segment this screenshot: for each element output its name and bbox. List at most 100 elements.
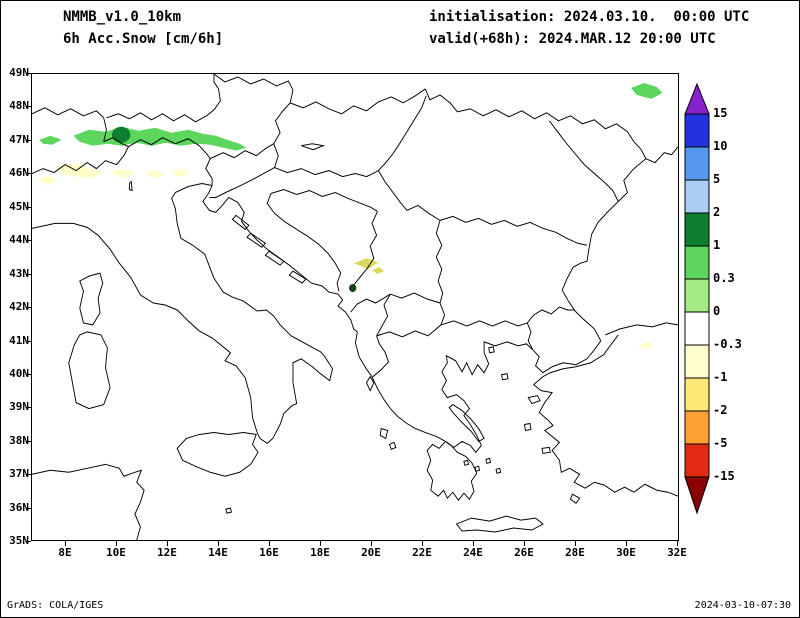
lat-tick-label: 35N (9, 534, 29, 547)
border-serbia-bulgaria (435, 220, 444, 304)
lat-tick-mark (26, 106, 31, 107)
colorbar-label: 5 (713, 172, 721, 186)
island-euboea (448, 403, 485, 443)
colorbar-label: -15 (713, 469, 735, 483)
map-frame (31, 73, 679, 541)
trace-patch-nw-turkey (638, 341, 654, 350)
island-cyclades-4 (495, 467, 502, 474)
colorbar-label: 15 (713, 106, 728, 120)
lon-tick-label: 24E (463, 546, 483, 559)
trace-patch-south-alps-3 (144, 169, 166, 179)
trace-patch-south-alps-2 (109, 168, 135, 179)
island-dalmatia-1 (231, 214, 250, 230)
island-dalmatia-4 (288, 270, 307, 284)
lat-tick-mark (26, 307, 31, 308)
colorbar-label: 0.3 (713, 271, 735, 285)
lat-tick-mark (26, 207, 31, 208)
colorbar-label: 2 (713, 205, 721, 219)
snow-patch-alps-band (73, 126, 247, 151)
colorbar-label: 1 (713, 238, 721, 252)
lat-tick-mark (26, 508, 31, 509)
island-kefalonia (379, 427, 389, 440)
lon-tick-mark (320, 541, 321, 546)
lat-tick-label: 41N (9, 334, 29, 347)
lat-tick-mark (26, 140, 31, 141)
border-rhine-swiss-north (32, 107, 104, 119)
island-dalmatia-3 (264, 250, 285, 266)
border-greece-turkey (526, 322, 534, 351)
lat-tick-label: 42N (9, 300, 29, 313)
lon-tick-mark (65, 541, 66, 546)
creation-timestamp: 2024-03-10-07:30 (694, 600, 791, 611)
border-albania-greece (372, 335, 390, 378)
island-lemnos (501, 373, 509, 381)
lat-tick-mark (26, 73, 31, 74)
map-plot (32, 74, 678, 540)
island-rhodes (569, 493, 581, 504)
trace-patch-south-alps-4 (169, 168, 191, 178)
border-serbia-romania (378, 170, 441, 221)
coastline-italy (32, 183, 333, 445)
lon-tick-mark (422, 541, 423, 546)
lon-tick-label: 32E (667, 546, 687, 559)
lat-tick-label: 43N (9, 267, 29, 280)
lon-tick-mark (269, 541, 270, 546)
coastline-turkey-aegean (532, 376, 678, 497)
colorbar-segment-8 (684, 344, 710, 379)
colorbar-label: -0.3 (713, 337, 742, 351)
lon-tick-label: 12E (157, 546, 177, 559)
island-crete (455, 515, 544, 533)
border-hungary-romania (378, 95, 427, 171)
border-swiss-italy (32, 146, 129, 175)
lake-garda (128, 180, 133, 192)
lon-tick-label: 28E (565, 546, 585, 559)
island-corfu (365, 375, 375, 392)
colorbar-label: 10 (713, 139, 728, 153)
patch-montenegro-2 (372, 267, 384, 275)
border-bulgaria-turkey (526, 306, 576, 324)
lat-tick-mark (26, 474, 31, 475)
colorbar-segment-3 (684, 179, 710, 214)
border-swiss-austria-rhine (103, 117, 107, 142)
lat-tick-label: 48N (9, 99, 29, 112)
colorbar-segment-7 (684, 311, 710, 346)
border-germany-austria (106, 74, 221, 123)
lon-tick-mark (677, 541, 678, 546)
border-romania-bulgaria (439, 215, 588, 246)
border-serbia-macedonia (390, 292, 441, 304)
island-malta (225, 507, 232, 514)
lat-tick-mark (26, 541, 31, 542)
border-macedonia-albania (376, 293, 391, 337)
lat-tick-mark (26, 441, 31, 442)
model-title: NMMB_v1.0_10km (63, 9, 182, 25)
lon-tick-label: 14E (208, 546, 228, 559)
lon-tick-mark (116, 541, 117, 546)
lon-tick-mark (371, 541, 372, 546)
border-slovakia-hungary (290, 88, 426, 115)
lon-tick-mark (218, 541, 219, 546)
lon-tick-mark (167, 541, 168, 546)
colorbar-segment-11 (684, 443, 710, 478)
lon-tick-mark (626, 541, 627, 546)
colorbar (684, 83, 710, 515)
colorbar-segment-bottom-arrow (684, 476, 710, 515)
colorbar-label: -2 (713, 403, 728, 417)
lat-tick-label: 36N (9, 501, 29, 514)
lat-tick-mark (26, 341, 31, 342)
trace-patch-south-alps-1 (55, 163, 102, 179)
border-italy-slovenia (205, 158, 213, 186)
border-croatia-bosnia (266, 193, 342, 292)
border-moldova-prut (548, 120, 619, 202)
coastline-blacksea-turkey (605, 322, 678, 336)
island-samos (541, 446, 551, 454)
island-lesbos (527, 395, 541, 405)
lon-tick-mark (524, 541, 525, 546)
border-austria-czech (213, 74, 294, 103)
colorbar-segment-6 (684, 278, 710, 313)
colorbar-segment-1 (684, 113, 710, 148)
coastline-peloponnese (426, 441, 478, 501)
colorbar-label: 0 (713, 304, 721, 318)
lat-tick-mark (26, 407, 31, 408)
lat-tick-mark (26, 374, 31, 375)
